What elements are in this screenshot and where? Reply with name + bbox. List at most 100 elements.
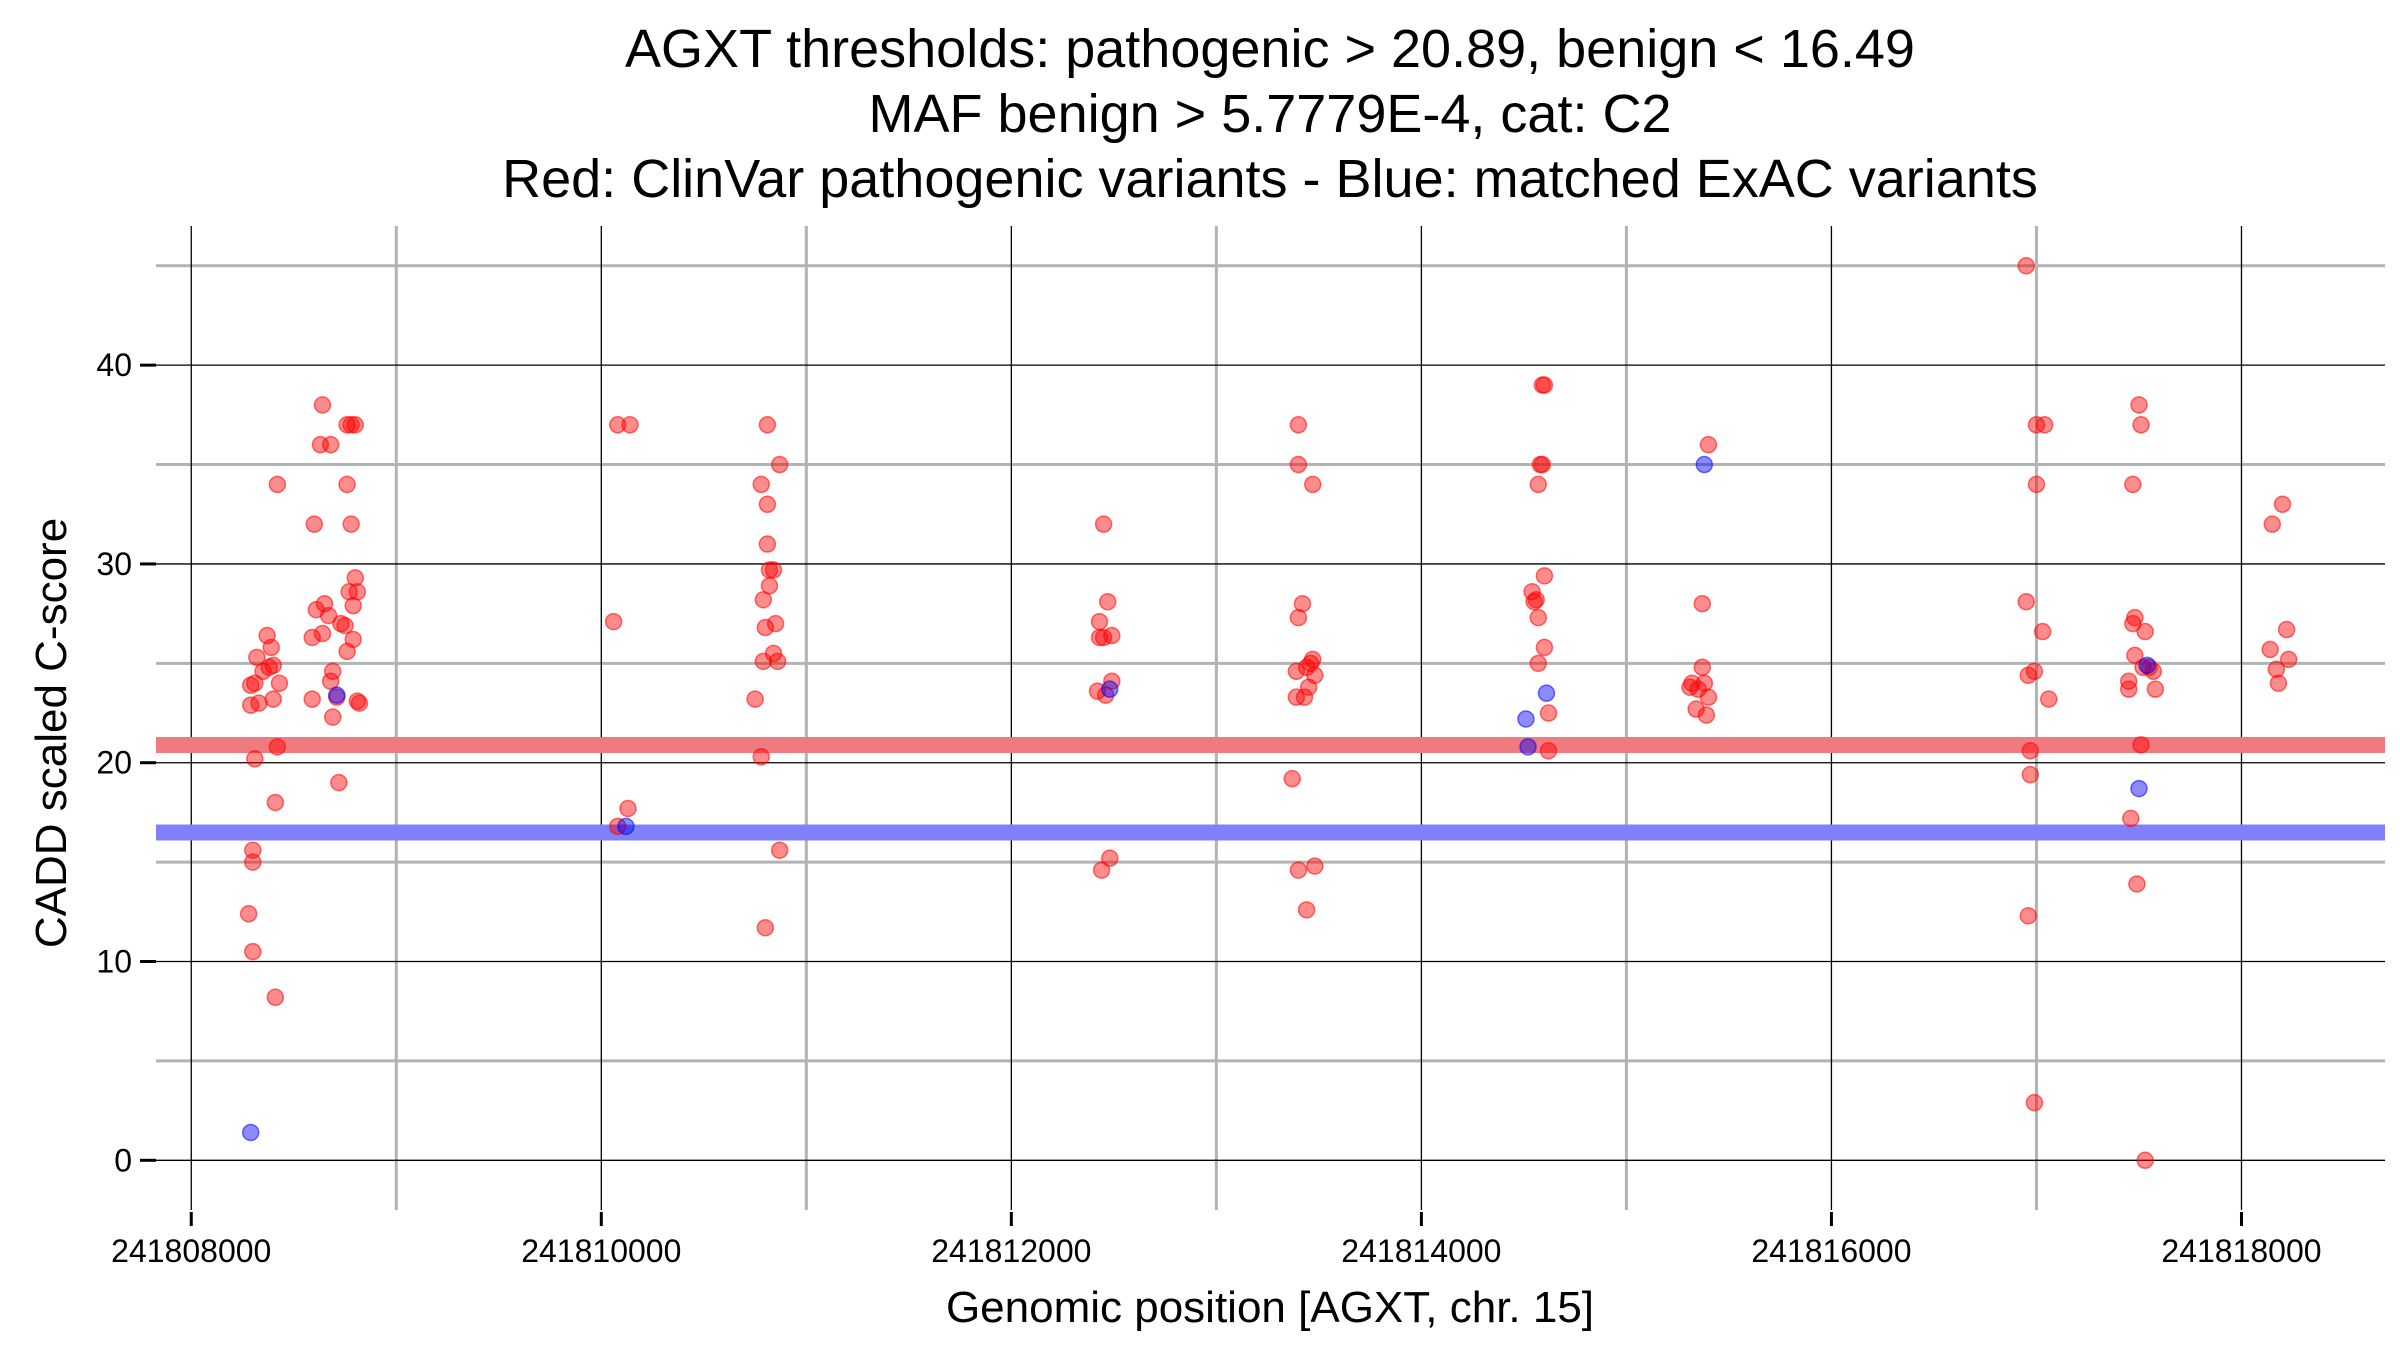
pathogenic-point xyxy=(330,773,348,792)
pathogenic-point xyxy=(1293,594,1312,613)
y-tick-label: 40 xyxy=(96,347,132,383)
pathogenic-point xyxy=(1092,861,1111,879)
pathogenic-point xyxy=(1289,861,1308,879)
x-axis-ticks: 241808000 241810000 241812000 241814000 2418… xyxy=(111,1212,2322,1269)
pathogenic-point xyxy=(1283,769,1301,788)
pathogenic-point xyxy=(1535,567,1554,585)
pathogenic-point xyxy=(1287,662,1306,681)
pathogenic-point xyxy=(770,841,789,859)
pathogenic-point xyxy=(2027,475,2046,494)
pathogenic-point xyxy=(1539,704,1558,722)
x-tick-label: 241810000 xyxy=(521,1233,681,1269)
benign-point xyxy=(1537,684,1556,702)
data-points xyxy=(239,257,2298,1170)
major-gridlines xyxy=(156,226,2385,1210)
pathogenic-point xyxy=(246,674,264,692)
pathogenic-point xyxy=(1539,742,1558,760)
pathogenic-point xyxy=(2273,495,2292,514)
pathogenic-point xyxy=(342,416,360,434)
pathogenic-point xyxy=(764,561,783,579)
benign-point xyxy=(328,686,346,704)
pathogenic-point xyxy=(619,799,637,818)
pathogenic-point xyxy=(313,624,332,643)
pathogenic-point xyxy=(303,628,321,647)
benign-point xyxy=(2138,656,2156,675)
benign-point xyxy=(1101,680,1119,698)
pathogenic-point xyxy=(760,561,779,579)
pathogenic-point xyxy=(1533,455,1552,474)
pathogenic-point xyxy=(2040,690,2058,708)
pathogenic-point xyxy=(608,416,627,434)
pathogenic-point xyxy=(1535,376,1554,394)
pathogenic-point xyxy=(604,612,623,631)
pathogenic-point xyxy=(2146,680,2165,698)
minor-gridlines xyxy=(156,226,2385,1210)
pathogenic-point xyxy=(1306,666,1324,685)
pathogenic-point xyxy=(262,638,280,657)
pathogenic-point xyxy=(244,942,262,961)
pathogenic-point xyxy=(770,455,789,474)
pathogenic-point xyxy=(1306,857,1324,875)
pathogenic-point xyxy=(2017,592,2035,611)
pathogenic-point xyxy=(2122,809,2140,828)
pathogenic-point xyxy=(246,750,264,768)
pathogenic-point xyxy=(2269,674,2288,692)
pathogenic-point xyxy=(1295,688,1314,706)
pathogenic-point xyxy=(344,596,362,615)
pathogenic-point xyxy=(1303,475,1322,494)
pathogenic-point xyxy=(244,853,262,871)
threshold-bands xyxy=(156,737,2385,841)
pathogenic-point xyxy=(1289,455,1308,474)
pathogenic-point xyxy=(1699,688,1718,706)
pathogenic-point xyxy=(342,515,360,533)
pathogenic-point xyxy=(2035,416,2054,434)
pathogenic-point xyxy=(2025,1093,2044,1112)
pathogenic-point xyxy=(350,694,369,712)
pathogenic-point xyxy=(746,690,764,708)
pathogenic-point xyxy=(752,475,770,494)
chart-title: AGXT thresholds: pathogenic > 20.89, ben… xyxy=(502,19,2038,209)
pathogenic-point xyxy=(346,569,365,587)
pathogenic-point xyxy=(766,614,785,633)
pathogenic-point xyxy=(1289,416,1308,434)
pathogenic-point xyxy=(1529,654,1548,673)
y-tick-label: 20 xyxy=(96,745,132,781)
benign-point xyxy=(1519,738,1537,756)
pathogenic-point xyxy=(244,841,262,859)
pathogenic-point xyxy=(758,495,777,514)
pathogenic-point xyxy=(2126,646,2144,665)
pathogenic-point xyxy=(1289,608,1308,627)
pathogenic-point xyxy=(1090,612,1109,631)
pathogenic-point xyxy=(2277,620,2296,639)
pathogenic-point xyxy=(270,674,289,692)
pathogenic-point xyxy=(1535,638,1554,657)
pathogenic-point xyxy=(266,793,285,812)
pathogenic-point xyxy=(764,644,783,663)
benign-point xyxy=(241,1123,260,1142)
pathogenic-point xyxy=(321,435,340,454)
pathogenic-point xyxy=(264,656,283,675)
pathogenic-point xyxy=(1693,594,1712,613)
pathogenic-point xyxy=(2017,257,2035,275)
pathogenic-point xyxy=(2025,662,2044,681)
pathogenic-point xyxy=(2136,622,2154,641)
pathogenic-point xyxy=(2267,660,2286,679)
pathogenic-point xyxy=(1695,674,1714,692)
pathogenic-point xyxy=(2019,907,2038,925)
pathogenic-point xyxy=(1699,435,1718,454)
pathogenic-point xyxy=(1697,706,1716,724)
pathogenic-point xyxy=(346,416,365,434)
pathogenic-point xyxy=(1101,849,1119,867)
y-axis-title: CADD scaled C-score xyxy=(27,518,76,948)
pathogenic-point xyxy=(319,606,338,625)
pathogenic-point xyxy=(305,515,324,533)
pathogenic-point xyxy=(1687,700,1705,718)
pathogenic-point xyxy=(250,694,268,712)
pathogenic-point xyxy=(760,577,779,595)
title-line-2: MAF benign > 5.7779E-4, cat: C2 xyxy=(869,84,1672,144)
pathogenic-point xyxy=(1297,901,1316,919)
pathogenic-point xyxy=(2136,1151,2154,1170)
pathogenic-point xyxy=(2119,680,2138,698)
x-tick-label: 241808000 xyxy=(111,1233,271,1269)
x-tick-label: 241812000 xyxy=(931,1233,1091,1269)
